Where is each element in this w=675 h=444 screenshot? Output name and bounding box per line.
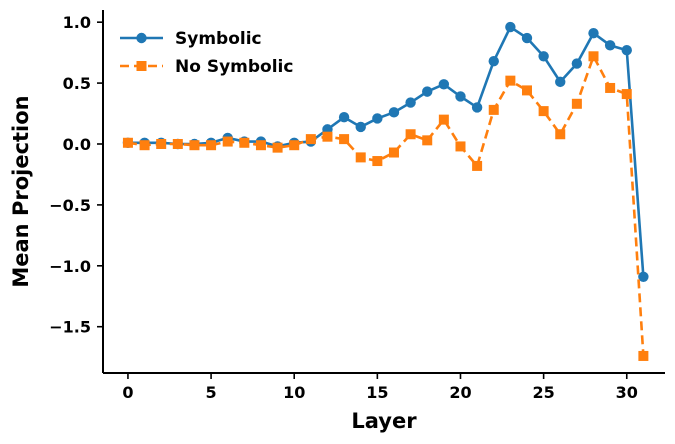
data-point [588,27,599,39]
data-point [305,134,316,145]
data-point [488,104,499,115]
data-point [455,91,466,102]
data-point [588,51,599,62]
y-tick-label: −1.0 [49,257,91,276]
x-tick-label: 20 [449,383,471,402]
data-point [405,129,416,140]
y-tick-label: 1.0 [63,13,91,32]
x-tick-label: 10 [283,383,305,402]
data-point [289,140,300,151]
data-point [272,142,283,153]
x-tick-label: 30 [616,383,638,402]
legend: Symbolic No Symbolic [120,29,293,77]
data-point [239,137,250,148]
data-point [438,114,449,125]
x-tick-label: 25 [532,383,554,402]
data-point [521,32,533,44]
data-point [471,102,483,113]
plot-area [122,21,649,361]
data-point [255,140,266,151]
x-axis-title: Layer [351,409,417,433]
data-point [422,135,433,146]
data-point [472,160,483,171]
data-point [422,86,433,97]
data-point [372,156,383,167]
y-tick-label: −0.5 [49,196,91,215]
data-point [139,140,150,151]
data-point [322,131,333,142]
data-point [621,44,632,56]
data-point [605,82,616,93]
data-point [189,140,200,151]
data-point [339,134,350,145]
data-point [206,140,217,151]
data-point [638,350,649,361]
data-point [538,51,549,62]
data-point [505,75,516,86]
data-point [455,141,466,152]
data-point [505,21,516,33]
data-point [571,58,583,69]
x-tick-label: 0 [122,383,133,402]
data-point [388,147,399,158]
data-point [355,152,366,163]
data-point [638,271,649,282]
data-point [172,138,183,149]
data-point [355,121,366,133]
data-point [604,40,616,51]
legend-marker [136,61,147,71]
data-point [156,138,167,149]
data-point [372,113,383,124]
legend-label: No Symbolic [175,57,293,77]
legend-marker [136,32,147,44]
x-tick-label: 5 [206,383,217,402]
series-no-symbolic [122,51,649,361]
y-tick-label: 0.5 [63,74,91,93]
data-point [338,111,350,123]
series-line [127,54,645,357]
data-point [438,79,450,90]
y-axis-title: Mean Projection [9,95,33,287]
data-point [555,129,566,140]
data-point [222,136,233,147]
data-point [621,89,632,100]
data-point [555,76,566,88]
data-point [538,106,549,117]
data-point [122,137,133,148]
data-point [488,55,499,67]
data-point [521,85,532,96]
y-tick-label: 0.0 [63,135,91,154]
axes: 0 5 10 15 20 25 30 1.0 0.5 0.0 −0.5 −1.0 −1.5 Layer Me… [9,10,665,433]
data-point [571,98,582,109]
data-point [405,97,416,108]
legend-label: Symbolic [175,29,262,49]
y-tick-label: −1.5 [49,318,91,337]
data-point [388,107,400,118]
x-tick-label: 15 [366,383,388,402]
